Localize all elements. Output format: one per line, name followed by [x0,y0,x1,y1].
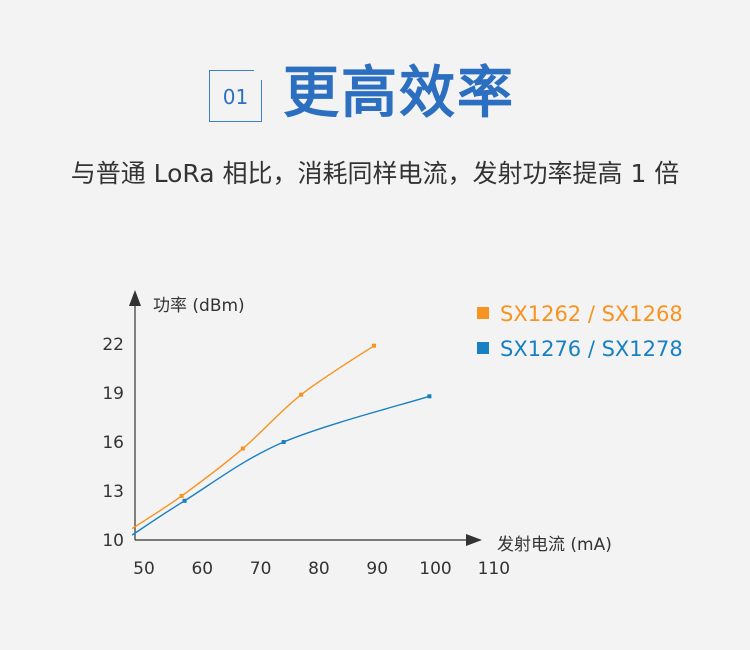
series-1-point [372,343,377,348]
series-1-point [179,493,184,498]
series-line-2 [131,395,430,536]
x-tick-label: 70 [250,559,272,579]
y-axis-label: 功率 (dBm) [153,296,245,316]
x-tick-label: 80 [308,559,330,579]
chart-ticks: 50 60 70 80 90 100 110 10 13 16 19 22 [102,335,510,579]
x-axis-label: 发射电流 (mA) [497,535,612,555]
legend-label-1: SX1262 / SX1268 [500,302,683,326]
x-tick-label: 50 [133,559,155,579]
legend-swatch-2 [477,342,489,354]
series-2-point [427,394,432,399]
chart-lines [131,343,432,536]
page-title: 更高效率 [283,61,515,126]
series-2-point [281,440,286,445]
x-tick-label: 100 [419,559,451,579]
y-axis-arrow [129,290,141,306]
series-1-point [299,392,304,397]
page-subtitle: 与普通 LoRa 相比，消耗同样电流，发射功率提高 1 倍 [70,159,680,188]
section-number-badge: 01 [209,69,263,122]
y-tick-label: 16 [102,433,124,453]
series-line-1 [131,345,375,530]
y-tick-label: 19 [102,384,124,404]
x-tick-label: 90 [366,559,388,579]
y-tick-label: 10 [102,531,124,551]
series-1-point [240,446,245,451]
x-axis-arrow [466,534,482,546]
section-number: 01 [222,85,249,109]
legend-label-2: SX1276 / SX1278 [500,337,683,361]
y-tick-label: 13 [102,482,124,502]
legend-swatch-1 [477,307,489,319]
x-tick-label: 110 [478,559,510,579]
series-2-point [182,498,187,503]
y-tick-label: 22 [102,335,124,355]
chart-axes: 功率 (dBm) 发射电流 (mA) [129,290,612,555]
chart-legend: SX1262 / SX1268 SX1276 / SX1278 [477,302,683,361]
x-tick-label: 60 [191,559,213,579]
